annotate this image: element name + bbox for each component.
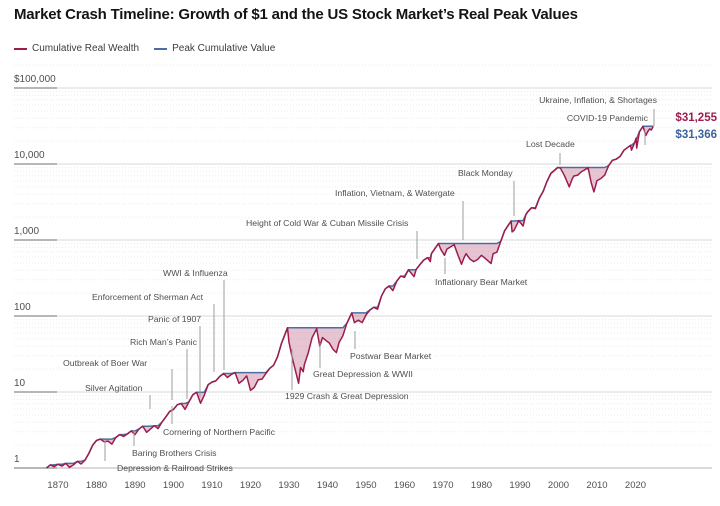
chart-title: Market Crash Timeline: Growth of $1 and … (14, 6, 578, 23)
y-tick-label: 10 (14, 378, 26, 389)
annotation-label: Depression & Railroad Strikes (117, 463, 234, 473)
annotation-label: COVID-19 Pandemic (567, 113, 649, 123)
x-tick-label: 1910 (201, 480, 222, 491)
x-tick-label: 1880 (86, 480, 107, 491)
annotation-label: Cornering of Northern Pacific (163, 427, 276, 437)
x-tick-label: 1940 (317, 480, 338, 491)
legend-item: Cumulative Real Wealth (14, 43, 139, 54)
x-tick-label: 1960 (394, 480, 415, 491)
annotation-label: Outbreak of Boer War (63, 358, 147, 368)
legend-swatch (154, 47, 168, 50)
y-tick-label: 1,000 (14, 226, 39, 237)
cumulative-real-wealth-line (46, 125, 654, 469)
annotation-label: Black Monday (458, 168, 513, 178)
y-tick-label: 10,000 (14, 150, 45, 161)
legend-label: Cumulative Real Wealth (32, 43, 140, 54)
annotation-label: Ukraine, Inflation, & Shortages (539, 95, 657, 105)
x-tick-label: 2020 (625, 480, 646, 491)
x-tick-label: 1980 (471, 480, 492, 491)
x-tick-label: 2010 (586, 480, 607, 491)
end-value-label: $31,366 (675, 129, 717, 141)
annotation-label: Inflation, Vietnam, & Watergate (335, 188, 455, 198)
x-tick-label: 1890 (124, 480, 145, 491)
x-tick-label: 1930 (278, 480, 299, 491)
annotation-label: Lost Decade (526, 139, 575, 149)
annotation-label: Rich Man’s Panic (130, 337, 198, 347)
end-value-label: $31,255 (675, 112, 717, 124)
y-tick-label: 100 (14, 302, 31, 313)
annotation-label: WWI & Influenza (163, 268, 228, 278)
x-tick-label: 1990 (509, 480, 530, 491)
annotation-label: Panic of 1907 (148, 314, 201, 324)
x-tick-label: 1920 (240, 480, 261, 491)
legend: Cumulative Real Wealth Peak Cumulative Va… (14, 43, 275, 54)
annotation-label: Great Depression & WWII (313, 369, 413, 379)
x-tick-label: 1950 (355, 480, 376, 491)
legend-label: Peak Cumulative Value (172, 43, 276, 54)
annotation-label: Enforcement of Sherman Act (92, 292, 204, 302)
annotation-label: Silver Agitation (85, 383, 143, 393)
annotation-label: Height of Cold War & Cuban Missile Crisi… (246, 218, 409, 228)
annotation-label: Baring Brothers Crisis (132, 448, 217, 458)
y-tick-label: 1 (14, 454, 20, 465)
legend-swatch (14, 47, 27, 50)
legend-item: Peak Cumulative Value (154, 43, 275, 54)
annotation-label: Postwar Bear Market (350, 351, 432, 361)
annotation-label: Inflationary Bear Market (435, 277, 528, 287)
x-tick-label: 1970 (432, 480, 453, 491)
y-tick-label: $100,000 (14, 74, 56, 85)
x-tick-label: 1900 (163, 480, 184, 491)
annotation-label: 1929 Crash & Great Depression (285, 391, 409, 401)
x-tick-label: 1870 (47, 480, 68, 491)
x-tick-label: 2000 (548, 480, 569, 491)
